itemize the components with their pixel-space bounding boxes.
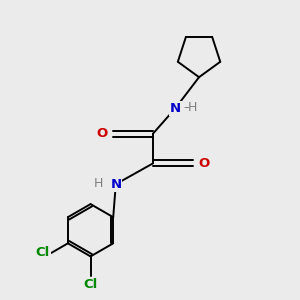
Text: –: –	[184, 101, 190, 114]
Text: N: N	[170, 102, 181, 115]
Text: H: H	[188, 101, 197, 114]
Text: Cl: Cl	[83, 278, 98, 291]
Text: O: O	[96, 127, 107, 140]
Text: O: O	[198, 157, 210, 170]
Text: N: N	[110, 178, 122, 191]
Text: Cl: Cl	[35, 247, 50, 260]
Text: H: H	[94, 177, 103, 190]
